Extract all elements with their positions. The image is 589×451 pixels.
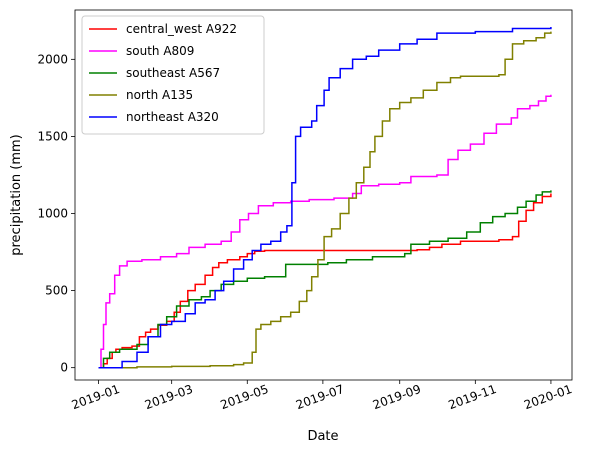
plot-frame [74,9,573,381]
series-line-1 [98,94,552,369]
legend-label-2: southeast A567 [126,66,220,80]
legend-label-1: south A809 [126,44,194,58]
y-axis: 0 500 1000 1500 2000 [37,52,75,375]
series-line-0 [98,193,552,369]
y-tick-label: 500 [45,284,68,298]
series-line-4 [98,27,552,369]
y-tick-label: 1000 [37,207,68,221]
y-axis-label: precipitation (mm) [9,134,24,256]
legend-label-3: north A135 [126,88,193,102]
x-axis-label: Date [307,429,338,444]
series-layer [98,27,552,369]
legend-label-0: central_west A922 [126,22,237,36]
y-tick-label: 0 [60,361,68,375]
series-line-3 [98,31,552,369]
legend: central_west A922 south A809 southeast A56… [81,15,265,135]
legend-box [81,15,265,135]
y-tick-label: 1500 [37,129,68,143]
legend-label-4: northeast A320 [126,110,219,124]
y-tick-label: 2000 [37,52,68,66]
